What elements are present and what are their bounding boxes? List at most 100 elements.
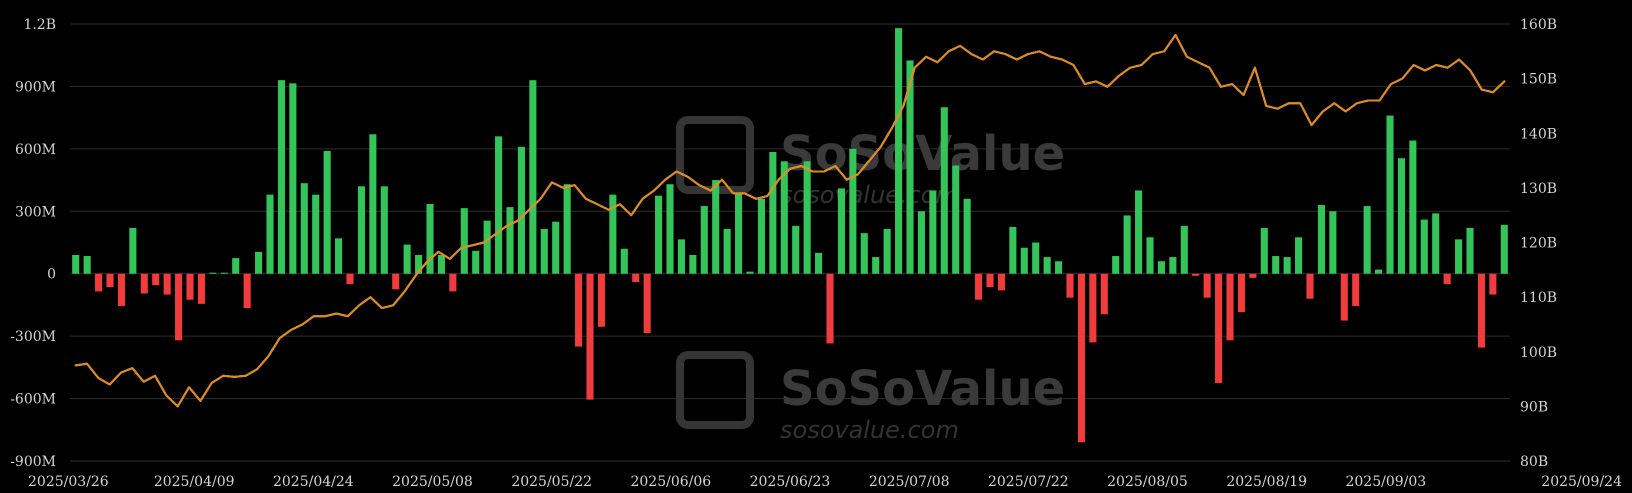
x-tick-label: 2025/09/03 xyxy=(1345,474,1426,490)
watermark-logo-icon xyxy=(676,351,754,429)
line-series xyxy=(74,33,1506,408)
outflow-bar xyxy=(1352,273,1360,306)
inflow-bar xyxy=(1386,115,1394,274)
inflow-bar xyxy=(860,233,868,274)
outflow-bar xyxy=(1477,273,1485,348)
outflow-bar xyxy=(997,273,1005,291)
outflow-bar xyxy=(643,273,651,334)
inflow-bar xyxy=(929,190,937,274)
inflow-bar xyxy=(1169,257,1177,274)
y-right-tick-label: 140B xyxy=(1520,126,1557,142)
inflow-bar xyxy=(1055,261,1063,274)
inflow-bar xyxy=(1409,140,1417,274)
outflow-bar xyxy=(449,273,457,292)
inflow-bar xyxy=(83,256,91,274)
inflow-bar xyxy=(1180,225,1188,274)
watermark-site-text: sosovalue.com xyxy=(780,416,959,444)
grid-lines xyxy=(70,23,1510,462)
line-series-orange xyxy=(74,33,1506,408)
inflow-bar xyxy=(735,192,743,274)
inflow-bar xyxy=(769,151,777,274)
inflow-bar xyxy=(1420,219,1428,274)
inflow-bar xyxy=(1135,190,1143,274)
inflow-bar xyxy=(529,80,537,274)
x-tick-label: 2025/07/22 xyxy=(988,474,1069,490)
outflow-bar xyxy=(986,273,994,288)
inflow-bar xyxy=(552,221,560,274)
inflow-bar xyxy=(883,228,891,274)
inflow-bar xyxy=(792,225,800,274)
x-tick-label: 2025/08/19 xyxy=(1226,474,1307,490)
inflow-bar xyxy=(517,146,525,274)
x-tick-label: 2025/09/24 xyxy=(1541,474,1622,490)
outflow-bar xyxy=(586,273,594,400)
y-right-tick-label: 110B xyxy=(1520,290,1557,306)
watermark-brand-text: SoSoValue xyxy=(780,126,1065,182)
inflow-bar xyxy=(963,198,971,274)
y-axis-left: 1.2B 900M 600M 300M 0 -300M -600M -900M xyxy=(10,17,56,470)
outflow-bar xyxy=(1489,273,1497,295)
inflow-bar xyxy=(620,248,628,274)
inflow-bar xyxy=(323,150,331,274)
outflow-bar xyxy=(632,273,640,283)
inflow-bar xyxy=(220,272,228,274)
inflow-bar xyxy=(472,250,480,274)
outflow-bar xyxy=(1306,273,1314,299)
inflow-bar xyxy=(1112,256,1120,274)
inflow-bar xyxy=(700,206,708,274)
inflow-bar xyxy=(1375,269,1383,274)
y-left-tick-label: -600M xyxy=(10,392,56,408)
outflow-bar xyxy=(175,273,183,341)
x-tick-label: 2025/07/08 xyxy=(869,474,950,490)
x-tick-label: 2025/05/08 xyxy=(392,474,473,490)
outflow-bar xyxy=(575,273,583,347)
inflow-bar xyxy=(232,258,240,274)
inflow-bar xyxy=(129,227,137,274)
inflow-bar xyxy=(1260,227,1268,274)
outflow-bar xyxy=(1340,273,1348,321)
inflow-bar xyxy=(677,239,685,274)
inflow-bar xyxy=(460,208,468,274)
watermark-brand-text: SoSoValue xyxy=(780,361,1065,417)
inflow-bar xyxy=(1329,211,1337,274)
y-right-tick-label: 160B xyxy=(1520,17,1557,33)
outflow-bar xyxy=(1089,273,1097,343)
inflow-bar xyxy=(1009,226,1017,274)
inflow-bar xyxy=(1295,237,1303,274)
y-right-tick-label: 130B xyxy=(1520,181,1557,197)
inflow-bar xyxy=(757,198,765,274)
inflow-bar xyxy=(437,254,445,274)
inflow-bar xyxy=(1157,261,1165,274)
outflow-bar xyxy=(597,273,605,327)
y-right-tick-label: 100B xyxy=(1520,345,1557,361)
inflow-bar xyxy=(723,228,731,274)
y-left-tick-label: -900M xyxy=(10,454,56,470)
inflow-bar xyxy=(506,207,514,274)
inflow-bar xyxy=(380,186,388,274)
outflow-bar xyxy=(1249,273,1257,278)
inflow-bar xyxy=(1043,257,1051,274)
y-axis-right: 160B 150B 140B 130B 120B 110B 100B 90B 80B xyxy=(1520,17,1557,470)
outflow-bar xyxy=(163,273,171,295)
inflow-bar xyxy=(335,238,343,274)
outflow-bar xyxy=(1066,273,1074,298)
x-tick-label: 2025/03/26 xyxy=(28,474,109,490)
inflow-bar xyxy=(849,148,857,274)
inflow-bar xyxy=(289,83,297,274)
inflow-bar xyxy=(1432,213,1440,274)
y-left-tick-label: -300M xyxy=(10,329,56,345)
outflow-bar xyxy=(117,273,125,306)
inflow-bar xyxy=(483,220,491,274)
inflow-bar xyxy=(746,271,754,274)
inflow-bar xyxy=(563,184,571,274)
outflow-bar xyxy=(1203,273,1211,298)
inflow-bar xyxy=(609,194,617,274)
outflow-bar xyxy=(197,273,205,304)
y-left-tick-label: 900M xyxy=(15,79,56,95)
inflow-bar xyxy=(837,188,845,274)
outflow-bar xyxy=(1237,273,1245,313)
outflow-bar xyxy=(826,273,834,344)
watermark-bottom: SoSoValue sosovalue.com xyxy=(676,351,1065,444)
y-right-tick-label: 90B xyxy=(1520,399,1548,415)
outflow-bar xyxy=(1192,273,1200,276)
